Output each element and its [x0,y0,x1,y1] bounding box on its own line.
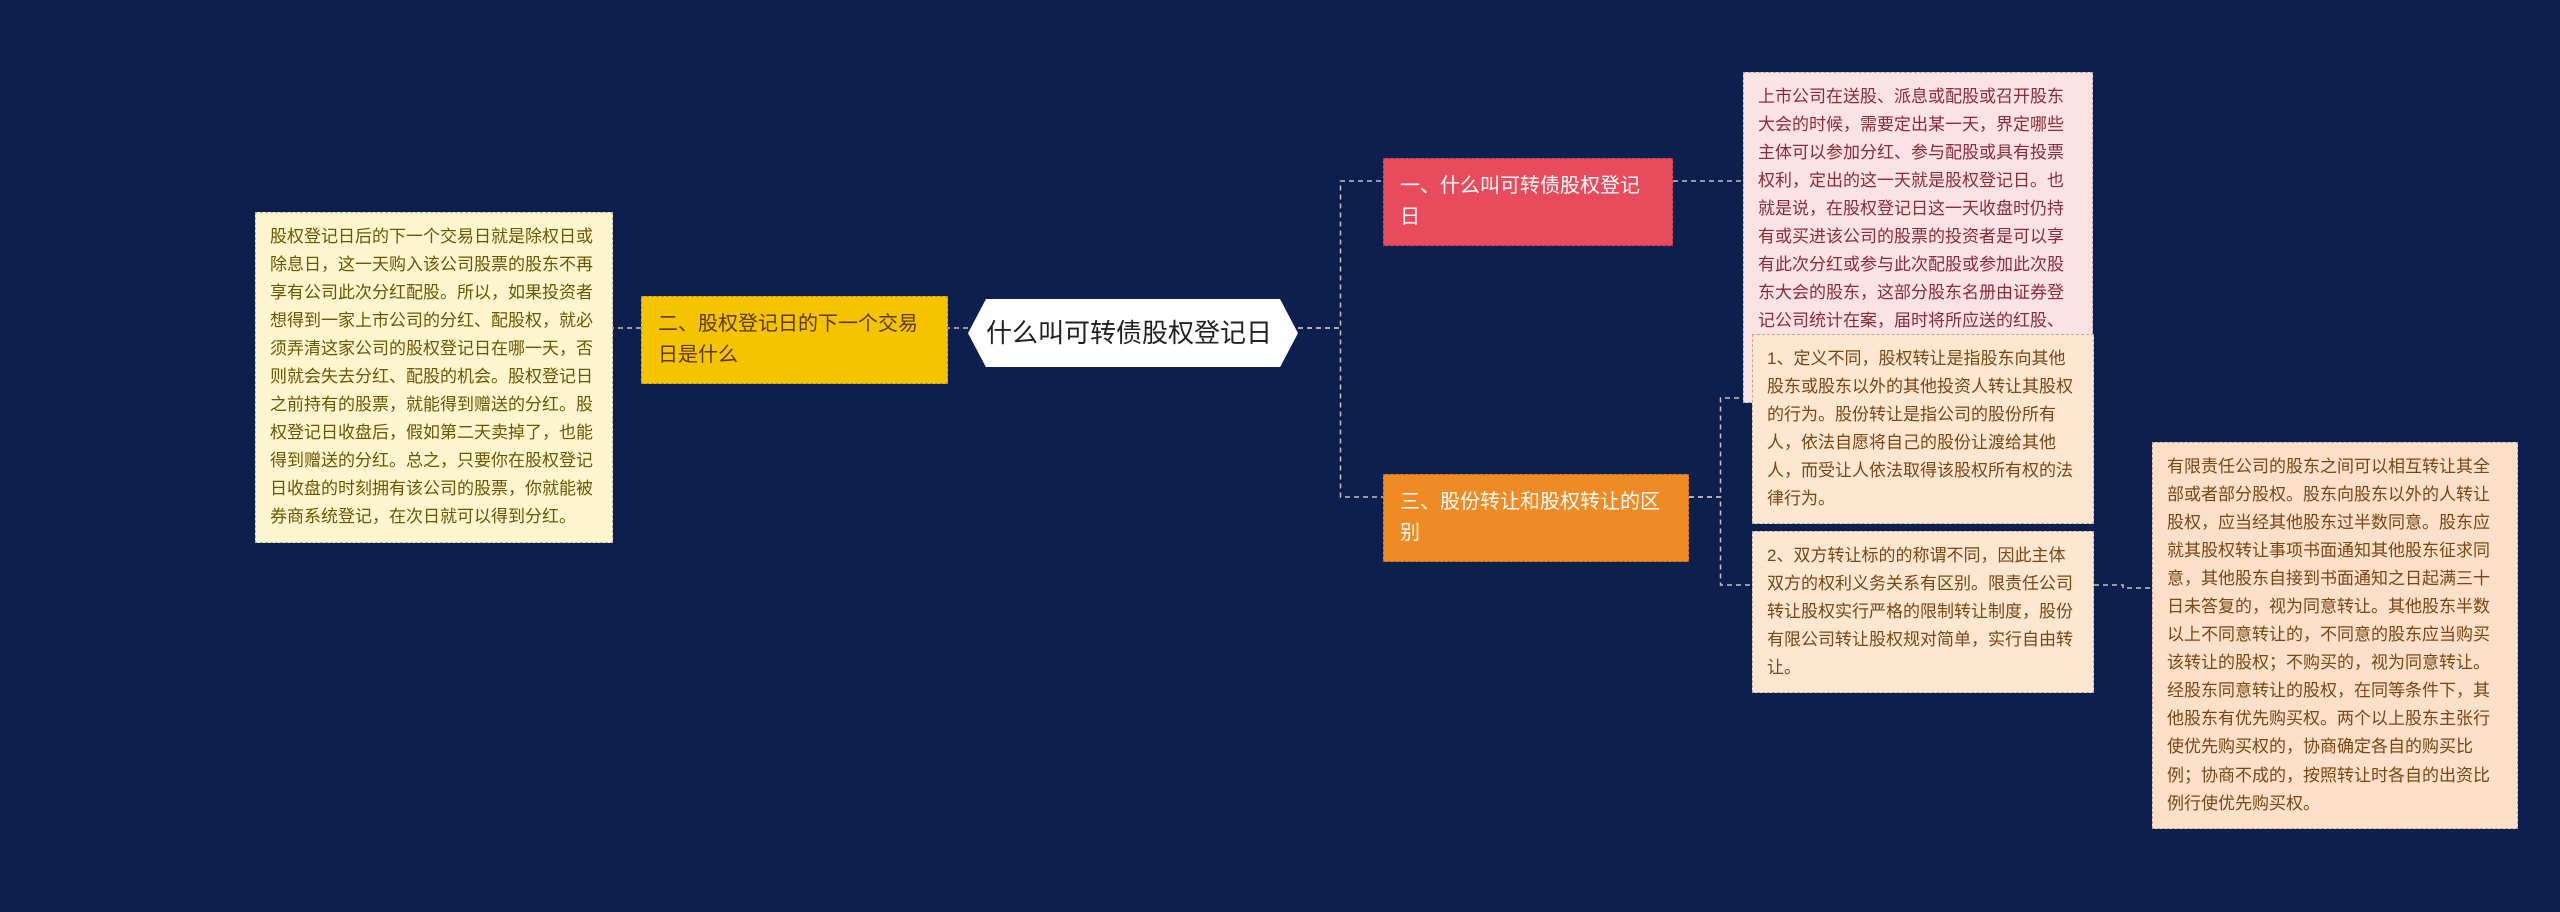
branch-b2: 二、股权登记日的下一个交易日是什么 [641,296,948,384]
leaf-b3l1: 1、定义不同，股权转让是指股东向其他股东或股东以外的其他投资人转让其股权的行为。… [1752,334,2094,524]
mindmap-canvas: 什么叫可转债股权登记日二、股权登记日的下一个交易日是什么股权登记日后的下一个交易… [0,0,2560,912]
leaf-b3l2: 2、双方转让标的的称谓不同，因此主体双方的权利义务关系有区别。限责任公司转让股权… [1752,531,2094,693]
leaf-b3l2s1: 有限责任公司的股东之间可以相互转让其全部或者部分股权。股东向股东以外的人转让股权… [2152,442,2518,829]
branch-b3: 三、股份转让和股权转让的区别 [1383,474,1689,562]
root-node: 什么叫可转债股权登记日 [968,299,1298,367]
branch-b1: 一、什么叫可转债股权登记日 [1383,158,1673,246]
leaf-b2l1: 股权登记日后的下一个交易日就是除权日或除息日，这一天购入该公司股票的股东不再享有… [255,212,613,543]
